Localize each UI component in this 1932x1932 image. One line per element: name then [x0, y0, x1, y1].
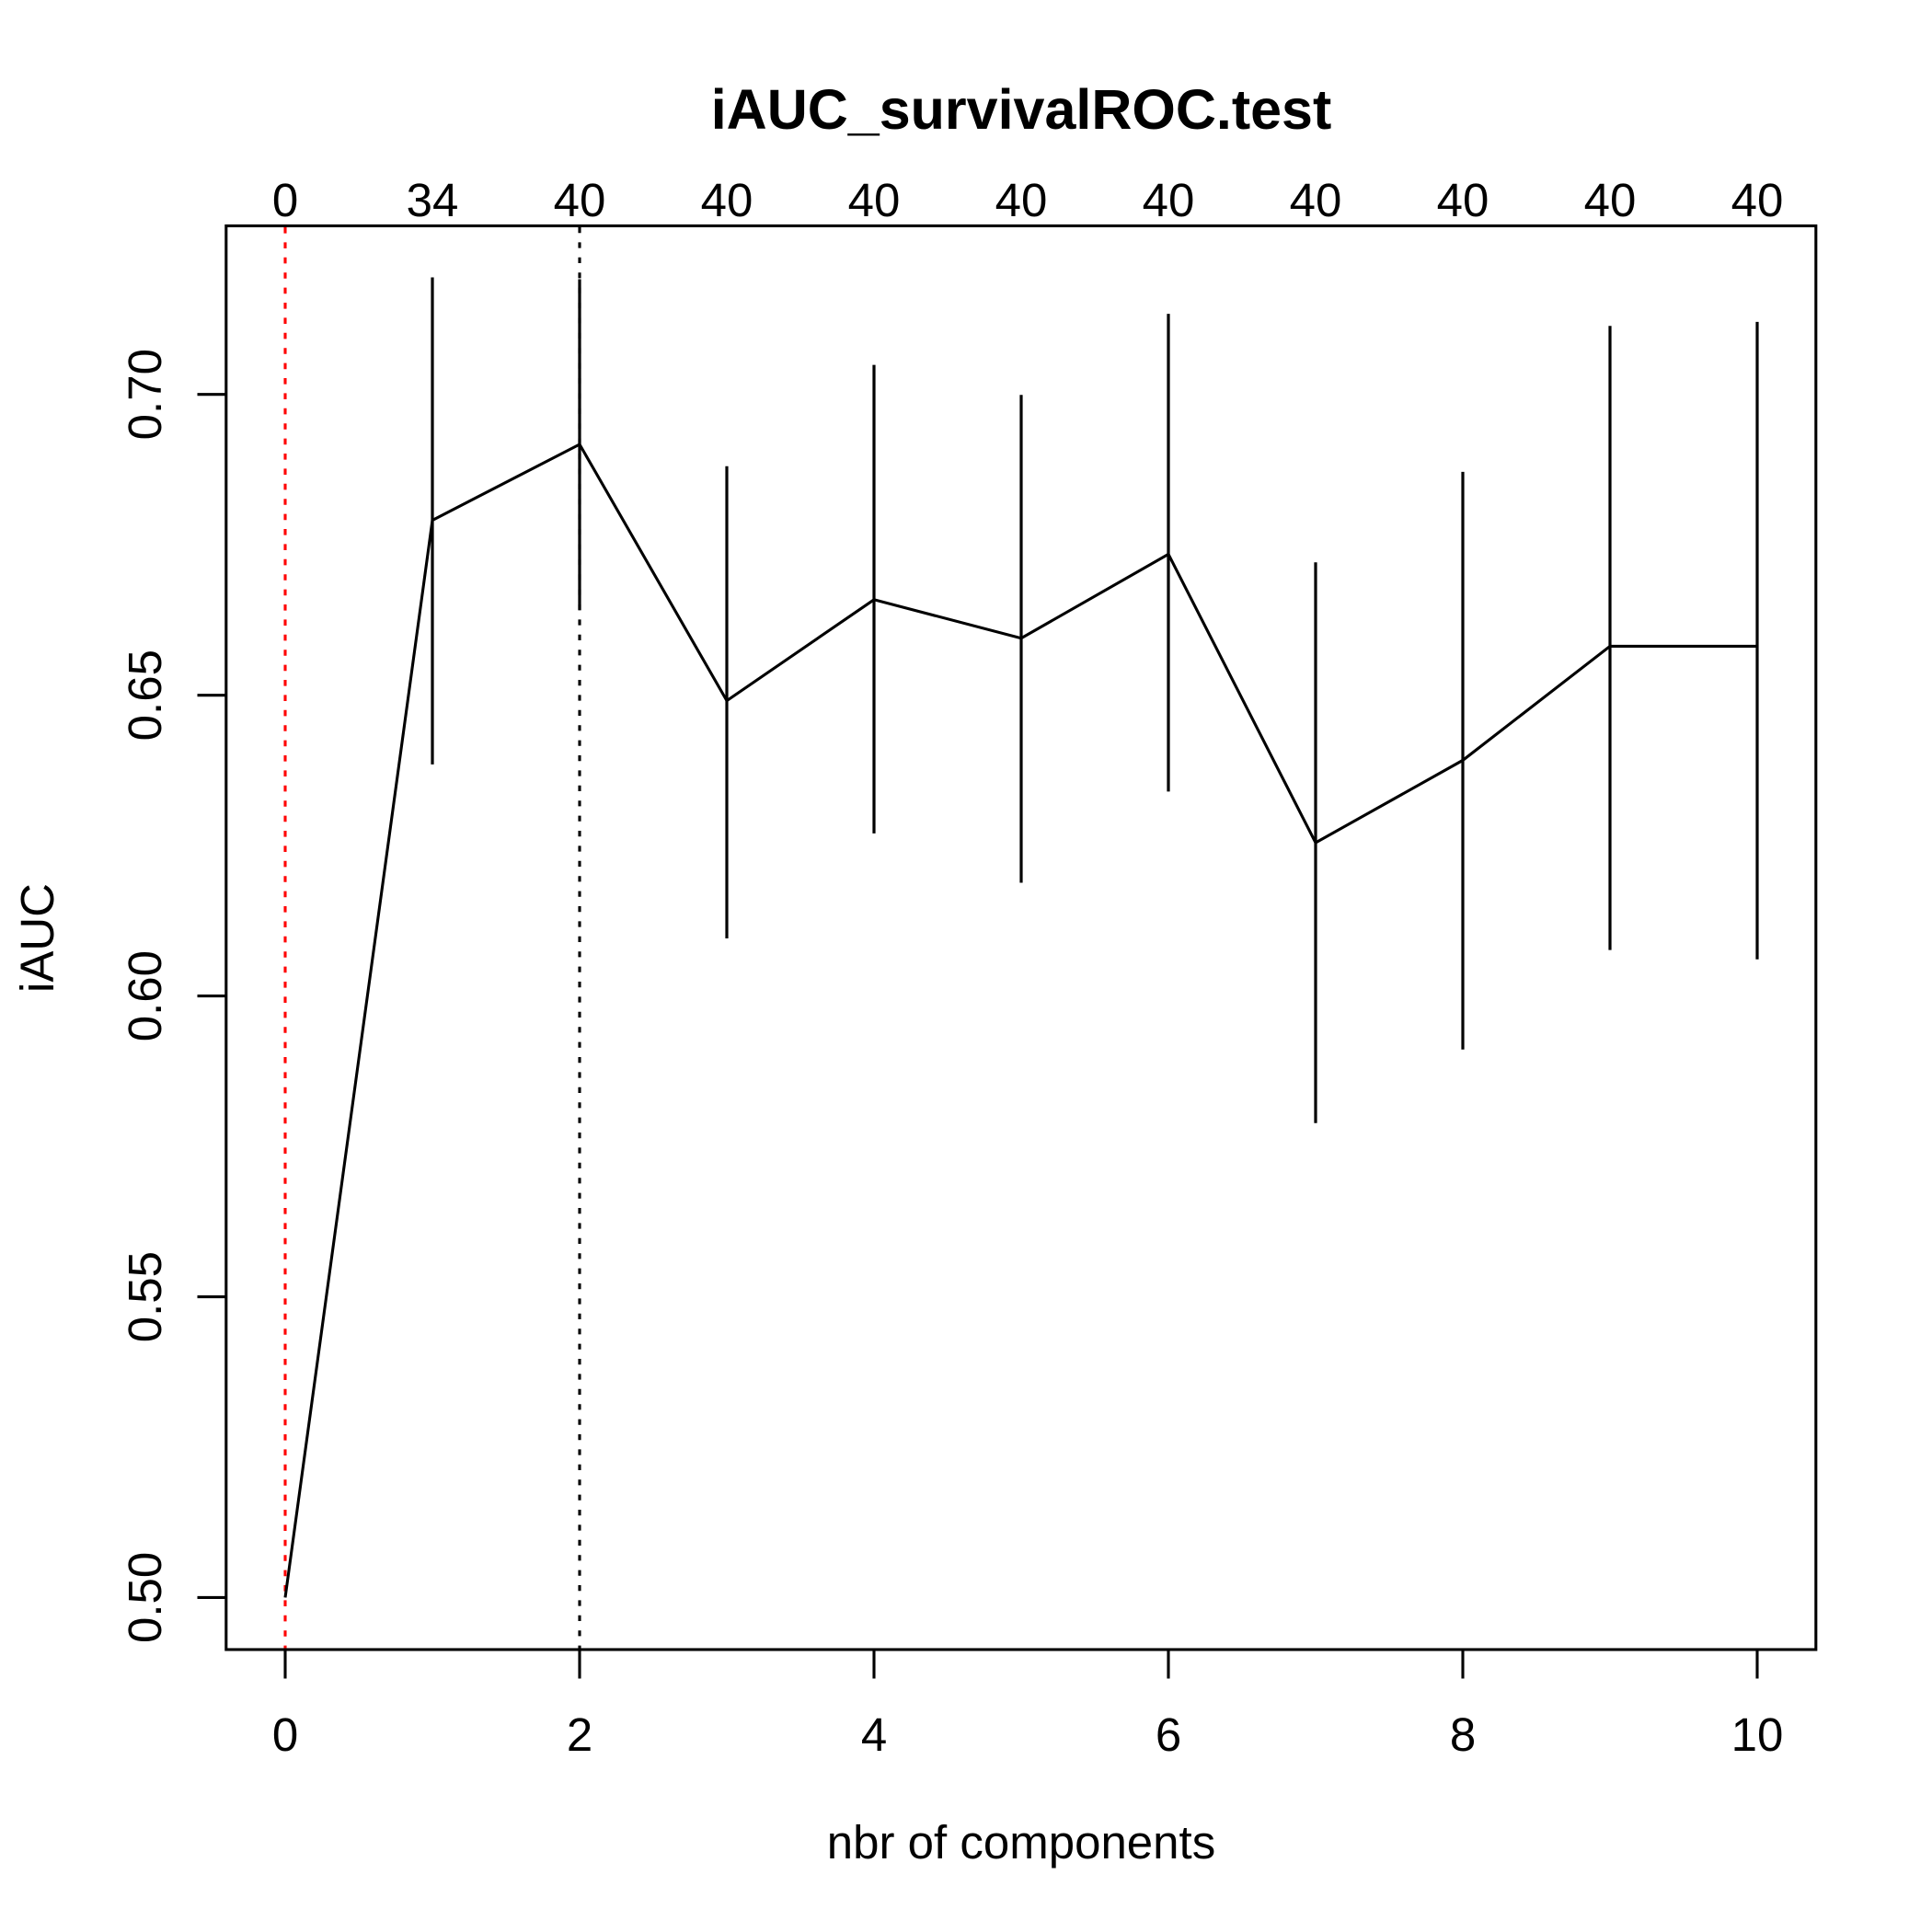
svg-text:40: 40 [1437, 174, 1489, 226]
svg-text:0.65: 0.65 [119, 650, 171, 741]
svg-text:40: 40 [848, 174, 901, 226]
svg-text:0.50: 0.50 [119, 1552, 171, 1643]
svg-text:40: 40 [995, 174, 1048, 226]
svg-text:40: 40 [1731, 174, 1784, 226]
svg-text:10: 10 [1731, 1708, 1784, 1761]
svg-text:40: 40 [1584, 174, 1637, 226]
svg-text:4: 4 [861, 1708, 887, 1761]
svg-text:8: 8 [1450, 1708, 1476, 1761]
svg-text:0: 0 [272, 174, 298, 226]
svg-text:0.70: 0.70 [119, 349, 171, 440]
svg-text:34: 34 [407, 174, 459, 226]
svg-text:40: 40 [1143, 174, 1195, 226]
svg-text:40: 40 [1290, 174, 1342, 226]
svg-text:0.60: 0.60 [119, 950, 171, 1041]
svg-text:0.55: 0.55 [119, 1251, 171, 1342]
svg-text:0: 0 [272, 1708, 298, 1761]
svg-text:40: 40 [701, 174, 753, 226]
svg-text:2: 2 [567, 1708, 592, 1761]
svg-text:6: 6 [1156, 1708, 1181, 1761]
svg-text:iAUC_survivalROC.test: iAUC_survivalROC.test [711, 78, 1332, 141]
svg-text:40: 40 [554, 174, 606, 226]
svg-text:iAUC: iAUC [11, 883, 63, 993]
svg-text:nbr of components: nbr of components [827, 1816, 1215, 1869]
